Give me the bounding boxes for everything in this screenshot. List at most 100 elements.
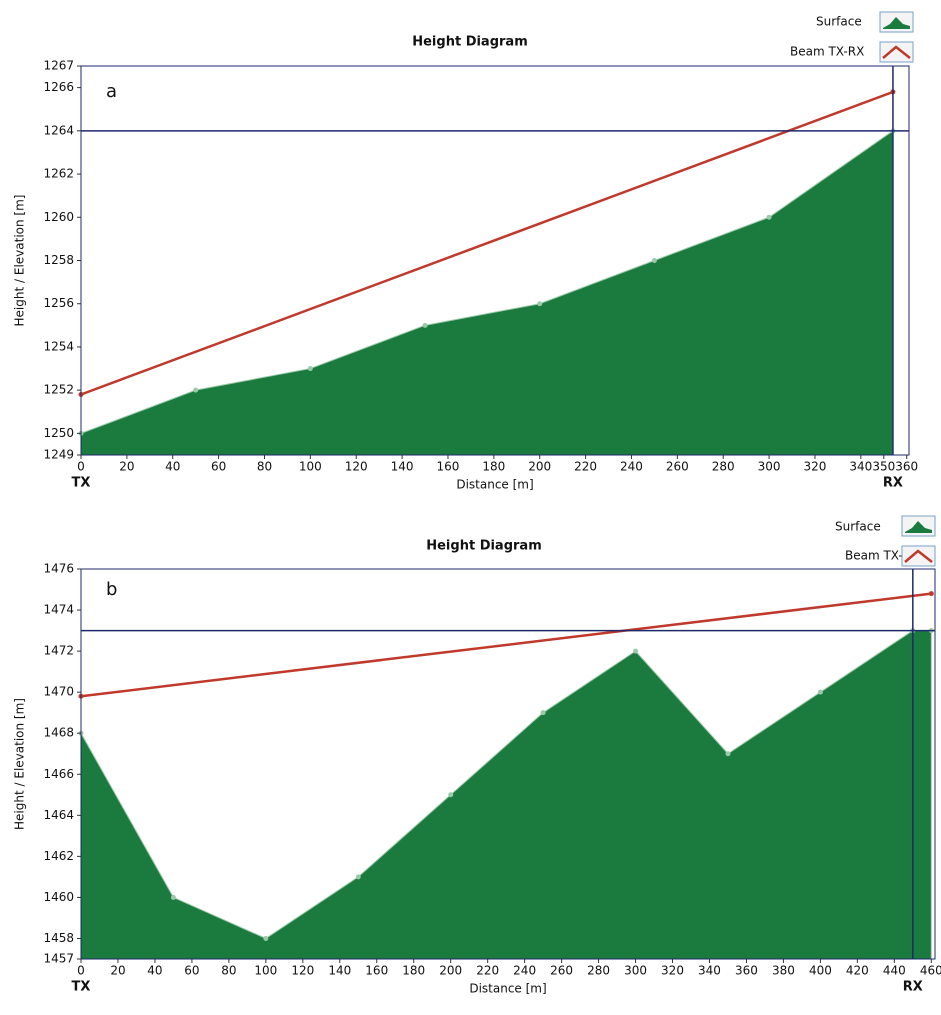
- x-tick-label: 300: [758, 460, 781, 474]
- y-tick-label: 1260: [43, 210, 74, 224]
- x-tick-label: 120: [345, 460, 368, 474]
- rx-label: RX: [883, 476, 903, 491]
- x-tick-label: 200: [439, 964, 462, 978]
- x-tick-label: 160: [437, 460, 460, 474]
- y-tick-label: 1266: [43, 80, 74, 94]
- y-tick-label: 1470: [43, 685, 74, 699]
- x-tick-label: 240: [513, 964, 536, 978]
- y-axis-label: Height / Elevation [m]: [13, 698, 27, 830]
- point-marker: [633, 648, 639, 654]
- y-axis-label: Height / Elevation [m]: [13, 195, 27, 327]
- y-tick-label: 1468: [43, 726, 74, 740]
- panel-label: b: [106, 579, 117, 600]
- x-tick-label: 20: [110, 964, 125, 978]
- x-tick-label: 280: [712, 460, 735, 474]
- x-tick-label: 360: [895, 460, 918, 474]
- legend-label: Beam TX-RX: [790, 45, 864, 59]
- x-tick-label: 220: [476, 964, 499, 978]
- x-tick-label: 80: [257, 460, 272, 474]
- point-marker: [307, 366, 313, 372]
- y-tick-label: 1256: [43, 296, 74, 310]
- x-tick-label: 340: [849, 460, 872, 474]
- y-tick-label: 1262: [43, 167, 74, 181]
- panel-label: a: [106, 81, 117, 102]
- x-tick-label: 60: [211, 460, 226, 474]
- legend-swatch: [901, 545, 936, 567]
- legend-label: Beam TX-RX: [845, 549, 919, 563]
- x-tick-label: 120: [291, 964, 314, 978]
- x-tick-label: 420: [846, 964, 869, 978]
- legend-glyph: [904, 549, 933, 563]
- x-tick-label: 160: [365, 964, 388, 978]
- y-tick-label: 1460: [43, 890, 74, 904]
- y-tick-label: 1462: [43, 849, 74, 863]
- x-axis-label: Distance [m]: [469, 982, 546, 996]
- point-marker: [651, 258, 657, 263]
- y-tick-label: 1267: [43, 59, 74, 73]
- point-marker: [537, 301, 543, 307]
- x-tick-label: 20: [119, 460, 134, 474]
- surface-area: [80, 129, 894, 456]
- point-marker: [193, 387, 199, 393]
- y-tick-label: 1264: [43, 123, 74, 137]
- x-tick-label: 350: [872, 460, 895, 474]
- y-tick-label: 1476: [43, 562, 74, 576]
- y-tick-label: 1472: [43, 644, 74, 658]
- beam-line: [80, 592, 932, 698]
- x-tick-label: 340: [698, 964, 721, 978]
- x-tick-label: 380: [772, 964, 795, 978]
- y-tick-label: 1457: [43, 952, 74, 966]
- rx-label: RX: [903, 980, 923, 995]
- x-tick-label: 400: [809, 964, 832, 978]
- point-marker: [540, 710, 546, 716]
- y-tick-label: 1258: [43, 253, 74, 267]
- y-tick-label: 1464: [43, 808, 74, 822]
- tx-label: TX: [72, 980, 91, 995]
- x-tick-label: 260: [550, 964, 573, 978]
- point-marker: [928, 591, 934, 597]
- x-tick-label: 440: [883, 964, 906, 978]
- point-marker: [263, 935, 269, 941]
- x-tick-label: 80: [221, 964, 236, 978]
- y-tick-label: 1250: [43, 426, 74, 440]
- point-marker: [170, 894, 176, 900]
- x-tick-label: 40: [147, 964, 162, 978]
- x-tick-label: 180: [402, 964, 425, 978]
- y-tick-label: 1474: [43, 603, 74, 617]
- chart-title: Height Diagram: [426, 539, 542, 554]
- x-tick-label: 40: [165, 460, 180, 474]
- legend-label: Surface: [816, 15, 862, 29]
- x-tick-label: 460: [920, 964, 941, 978]
- x-tick-label: 0: [77, 460, 85, 474]
- y-tick-label: 1466: [43, 767, 74, 781]
- x-tick-label: 100: [299, 460, 322, 474]
- point-marker: [766, 214, 772, 220]
- x-tick-label: 60: [184, 964, 199, 978]
- legend-glyph: [883, 17, 910, 29]
- x-tick-label: 300: [624, 964, 647, 978]
- plot-frame: [80, 568, 936, 960]
- tx-label: TX: [72, 476, 91, 491]
- x-tick-label: 180: [482, 460, 505, 474]
- x-tick-label: 140: [328, 964, 351, 978]
- chart-title: Height Diagram: [412, 35, 528, 50]
- legend-glyph: [882, 45, 911, 59]
- x-tick-label: 200: [528, 460, 551, 474]
- legend-swatch: [879, 41, 914, 63]
- x-tick-label: 260: [666, 460, 689, 474]
- legend-label: Surface: [835, 520, 881, 534]
- x-tick-label: 320: [661, 964, 684, 978]
- x-tick-label: 140: [391, 460, 414, 474]
- x-tick-label: 220: [574, 460, 597, 474]
- x-axis-label: Distance [m]: [456, 478, 533, 492]
- x-tick-label: 320: [804, 460, 827, 474]
- x-tick-label: 240: [620, 460, 643, 474]
- y-tick-label: 1254: [43, 339, 74, 353]
- point-marker: [725, 751, 731, 757]
- beam-line: [80, 90, 894, 396]
- point-marker: [448, 792, 454, 798]
- y-tick-label: 1252: [43, 383, 74, 397]
- point-marker: [355, 874, 361, 880]
- x-tick-label: 100: [254, 964, 277, 978]
